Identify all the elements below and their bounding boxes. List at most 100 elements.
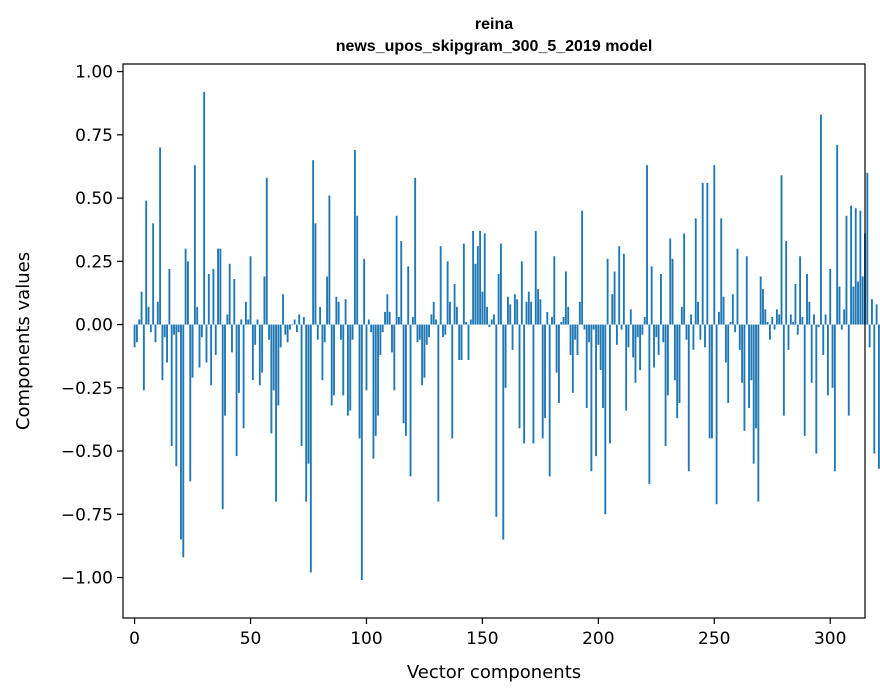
y-tick-label: 0.25 [75,252,113,272]
bar [583,324,586,330]
bar [785,241,788,325]
bar [479,230,482,325]
bar [247,319,250,325]
bar [868,324,871,348]
bar [620,324,623,330]
bar [590,324,593,472]
bar [734,324,737,333]
bar [803,324,806,436]
bar [743,324,746,431]
bar [562,316,565,325]
bar [629,309,632,325]
y-axis-label: Components values [13,252,34,430]
bar [727,324,730,403]
bar [796,324,799,335]
bar [840,324,843,330]
bar [564,271,567,325]
bar [168,268,171,325]
bar [822,324,825,355]
bar [163,324,166,338]
bar [228,263,231,325]
bar [662,324,665,343]
bar [502,324,505,540]
bar [279,324,282,348]
bar [367,319,370,325]
bar [604,324,607,515]
bar [722,296,725,325]
bar [680,306,683,325]
bar [152,223,155,325]
bar [490,319,493,325]
bar [240,319,243,325]
bar [653,324,655,368]
bar [717,311,720,325]
bar [298,314,301,325]
bar [553,256,556,325]
bar [655,324,658,338]
bar [824,314,827,325]
bar [660,273,662,325]
bar [715,324,718,505]
bar [402,324,405,424]
bar [720,218,723,325]
bar [210,324,213,386]
y-tick-label: −0.50 [61,442,113,462]
bar [330,324,333,406]
x-tick-label: 150 [466,629,498,649]
bar [249,256,252,325]
bar [697,301,699,325]
bar [666,324,669,396]
bar [156,301,159,325]
bar [286,324,289,343]
bar [307,324,310,464]
bar [193,165,196,325]
bar [741,324,744,383]
y-tick-label: −0.25 [61,379,113,399]
chart-title: reina [475,16,513,33]
bar [465,322,468,325]
y-axis: −1.00 −0.75 −0.50 −0.25 0.00 0.25 0.50 0.75 1.00 [61,63,123,589]
bar [161,324,164,381]
bar [256,319,259,325]
y-tick-label: 1.00 [75,63,113,83]
bar [699,324,702,340]
bar [177,324,180,333]
bar [272,324,275,391]
bar [585,324,588,409]
bar [455,306,458,325]
y-tick-label: 0.75 [75,126,113,146]
bar [189,324,192,482]
bar [409,324,412,477]
bar [370,324,373,333]
bar [548,324,551,477]
bar [323,324,326,343]
bar [486,306,488,325]
bar [451,324,454,439]
bar [261,324,264,373]
bar [358,324,361,439]
bar [175,324,178,467]
bar [140,291,143,325]
bar [801,316,804,325]
bar [198,324,201,368]
x-tick-label: 50 [240,629,262,649]
x-tick-label: 100 [350,629,382,649]
bar [270,324,273,434]
bar [284,324,287,335]
bar [669,238,672,325]
chart-title-group: reina news_upos_skipgram_300_5_2019 mode… [336,16,653,55]
bar [309,324,312,573]
bar [495,324,498,517]
bar [242,324,245,429]
bar [650,266,653,325]
bar [219,248,222,325]
bar [442,324,444,338]
bar [877,324,880,469]
bar [541,324,544,439]
bar [729,322,732,325]
bar [400,241,403,325]
bar [458,324,461,360]
bar [360,324,363,581]
bar [873,324,876,454]
bar [555,324,558,373]
